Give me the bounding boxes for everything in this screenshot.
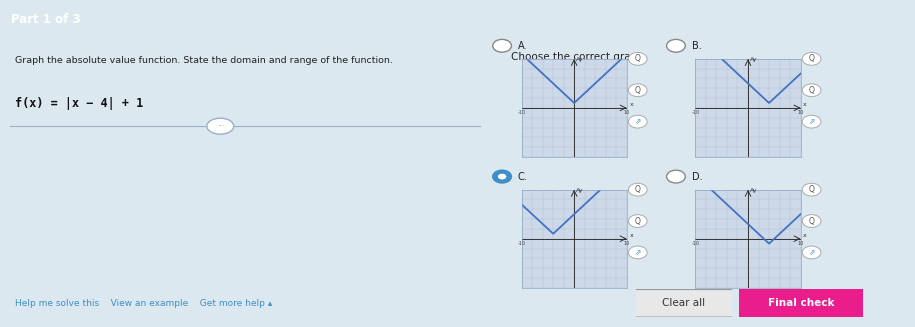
Text: A.: A. (518, 41, 527, 51)
Text: x: x (630, 102, 633, 107)
Text: ⇗: ⇗ (635, 117, 640, 126)
Text: -10: -10 (518, 110, 525, 115)
Text: f(x) = |x − 4| + 1: f(x) = |x − 4| + 1 (15, 97, 143, 110)
Circle shape (802, 84, 821, 97)
Circle shape (629, 183, 647, 196)
Ellipse shape (207, 118, 233, 134)
Circle shape (629, 115, 647, 128)
Text: 10: 10 (624, 110, 630, 115)
Circle shape (802, 115, 821, 128)
Text: Q: Q (809, 86, 814, 95)
Text: Ay: Ay (576, 57, 584, 62)
Text: ⇗: ⇗ (809, 248, 814, 257)
Text: Q: Q (635, 86, 640, 95)
Circle shape (666, 170, 685, 183)
Circle shape (492, 39, 511, 52)
Text: Final check: Final check (768, 298, 834, 308)
Text: ⇗: ⇗ (635, 248, 640, 257)
Circle shape (498, 174, 506, 180)
Text: Q: Q (809, 216, 814, 226)
Circle shape (802, 52, 821, 65)
Text: Part 1 of 3: Part 1 of 3 (11, 13, 81, 26)
Text: Q: Q (635, 54, 640, 63)
Text: Help me solve this    View an example    Get more help ▴: Help me solve this View an example Get m… (15, 299, 272, 308)
Text: 10: 10 (798, 241, 803, 246)
Text: x: x (803, 102, 807, 107)
Text: ···: ··· (217, 122, 224, 131)
Text: C.: C. (518, 172, 528, 181)
Text: ⇗: ⇗ (809, 117, 814, 126)
Text: Q: Q (809, 185, 814, 194)
Text: Choose the correct graph.: Choose the correct graph. (511, 52, 647, 62)
Circle shape (802, 215, 821, 228)
Text: -10: -10 (692, 241, 699, 246)
Text: Q: Q (635, 185, 640, 194)
Text: Ay: Ay (576, 188, 584, 193)
Text: 10: 10 (798, 110, 803, 115)
Text: Q: Q (809, 54, 814, 63)
Text: Q: Q (635, 216, 640, 226)
Text: x: x (630, 233, 633, 238)
Text: Graph the absolute value function. State the domain and range of the function.: Graph the absolute value function. State… (15, 56, 393, 65)
Circle shape (629, 84, 647, 97)
Circle shape (629, 246, 647, 259)
Circle shape (802, 246, 821, 259)
Text: -10: -10 (518, 241, 525, 246)
Circle shape (802, 183, 821, 196)
FancyBboxPatch shape (630, 289, 737, 317)
Text: B.: B. (692, 41, 702, 51)
Text: Ay: Ay (750, 57, 758, 62)
Text: 10: 10 (624, 241, 630, 246)
Circle shape (629, 215, 647, 228)
Circle shape (492, 170, 511, 183)
Text: D.: D. (692, 172, 703, 181)
Text: Clear all: Clear all (662, 298, 705, 308)
Text: -10: -10 (692, 110, 699, 115)
FancyBboxPatch shape (732, 289, 870, 317)
Circle shape (666, 39, 685, 52)
Circle shape (629, 52, 647, 65)
Text: Ay: Ay (750, 188, 758, 193)
Text: x: x (803, 233, 807, 238)
